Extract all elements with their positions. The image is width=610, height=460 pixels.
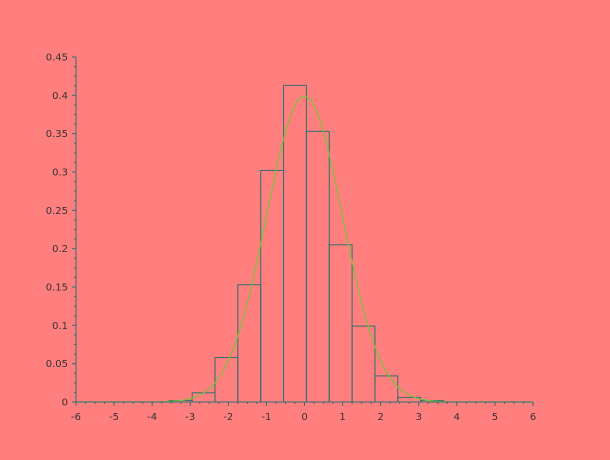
x-tick-label: 2 [377,412,383,423]
histogram-bar [237,284,262,403]
x-tick-label: -1 [261,412,271,423]
x-tick-label: 1 [339,412,345,423]
y-tick-label: 0.35 [46,129,68,140]
x-tick-label: 0 [301,412,307,423]
y-tick-label: 0.1 [52,321,68,332]
y-axis-ticks: 0 0.05 0.1 0.15 0.2 0.25 0.3 0.35 0.4 0.45 [46,53,76,409]
histogram-bar [260,169,285,403]
axes [75,57,533,403]
x-tick-label: -2 [223,412,233,423]
x-tick-label: 3 [416,412,422,423]
x-tick-label: -3 [185,412,195,423]
y-tick-label: 0.45 [46,53,68,64]
y-tick-label: 0.25 [46,206,68,217]
x-tick-label: -5 [109,412,119,423]
histogram-bars [168,84,445,403]
x-axis-ticks: -6 -5 -4 -3 -2 -1 0 1 2 3 4 5 6 [71,402,536,423]
y-tick-label: 0.15 [46,283,68,294]
x-tick-label: 6 [530,412,536,423]
histogram-bar [374,375,399,403]
curve-layer [76,95,533,403]
x-tick-label: -4 [147,412,157,423]
y-tick-label: 0.2 [52,244,68,255]
x-tick-label: 4 [454,412,460,423]
histogram-bar [328,244,353,403]
y-tick-label: 0 [62,398,68,409]
normal-pdf-curve [76,95,533,403]
y-tick-label: 0.3 [52,168,68,179]
x-tick-label: -6 [71,412,81,423]
y-tick-label: 0.4 [52,91,68,102]
x-tick-label: 5 [492,412,498,423]
y-tick-label: 0.05 [46,359,68,370]
histogram-bar [283,84,307,403]
histogram-bar [305,130,330,403]
